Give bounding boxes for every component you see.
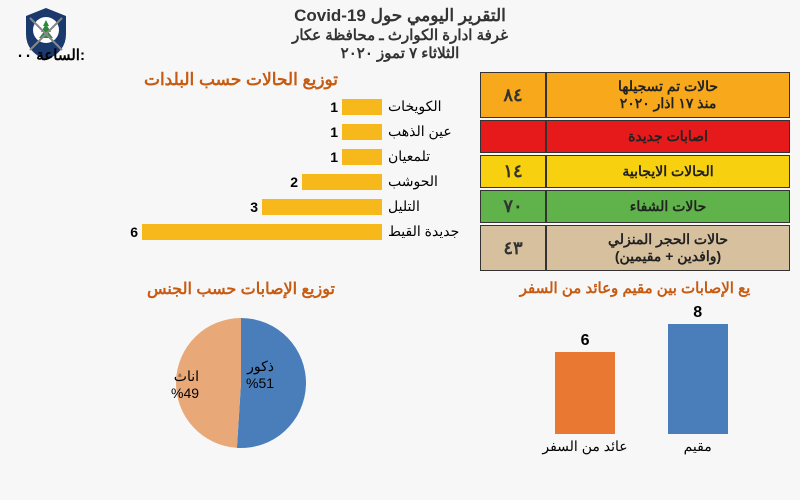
time-label: الساعة ٠٠: xyxy=(16,46,85,64)
pie-label: ذكور%51 xyxy=(246,358,274,391)
bar-row: الحوشب 2 xyxy=(10,169,472,194)
gender-pie-chart: ذكور%51 اناث%49 xyxy=(151,303,331,463)
bar xyxy=(342,99,382,115)
column-item: 6 عائد من السفر xyxy=(542,332,627,456)
bar-row: تلمعيان 1 xyxy=(10,144,472,169)
column-label: عائد من السفر xyxy=(542,438,627,455)
bar-value: 6 xyxy=(130,224,138,240)
pie-chart-title: توزيع الإصابات حسب الجنس xyxy=(10,279,472,299)
stat-value: ٠ xyxy=(480,120,546,153)
stats-table: حالات تم تسجيلها منذ ١٧ اذار ٢٠٢٠٨٤اصابا… xyxy=(480,70,790,273)
bar-value: 1 xyxy=(330,99,338,115)
pie-label: اناث%49 xyxy=(171,368,199,401)
stats-row: اصابات جديدة٠ xyxy=(480,120,790,153)
stats-row: حالات الحجر المنزلي (وافدين + مقيمين)٤٣ xyxy=(480,225,790,271)
stat-value: ٨٤ xyxy=(480,72,546,118)
stat-label: حالات تم تسجيلها منذ ١٧ اذار ٢٠٢٠ xyxy=(546,72,790,118)
bar xyxy=(142,224,382,240)
bar-row: الكويخات 1 xyxy=(10,94,472,119)
bar-value: 3 xyxy=(250,199,258,215)
bar-row: عين الذهب 1 xyxy=(10,119,472,144)
stat-label: اصابات جديدة xyxy=(546,120,790,153)
stat-value: ٤٣ xyxy=(480,225,546,271)
bar-label: عين الذهب xyxy=(382,123,472,140)
stats-row: حالات تم تسجيلها منذ ١٧ اذار ٢٠٢٠٨٤ xyxy=(480,72,790,118)
title-line2: غرفة ادارة الكوارث ـ محافظة عكار xyxy=(10,26,790,44)
stat-label: حالات الشفاء xyxy=(546,190,790,223)
bar-row: جديدة القيط 6 xyxy=(10,219,472,244)
stat-label: الحالات الايجابية xyxy=(546,155,790,188)
bar-value: 2 xyxy=(290,174,298,190)
bar xyxy=(342,124,382,140)
column-value: 6 xyxy=(581,332,590,350)
bar xyxy=(302,174,382,190)
column-item: 8 مقيم xyxy=(668,304,728,455)
column-bar xyxy=(668,324,728,434)
stats-row: الحالات الايجابية١٤ xyxy=(480,155,790,188)
bar-value: 1 xyxy=(330,149,338,165)
bar-label: جديدة القيط xyxy=(382,223,472,240)
column-label: مقيم xyxy=(684,438,712,455)
stat-label: حالات الحجر المنزلي (وافدين + مقيمين) xyxy=(546,225,790,271)
bar-row: التليل 3 xyxy=(10,194,472,219)
bar-label: الكويخات xyxy=(382,98,472,115)
report-header: التقرير اليومي حول Covid-19 غرفة ادارة ا… xyxy=(10,6,790,62)
column-value: 8 xyxy=(693,304,702,322)
bar xyxy=(262,199,382,215)
stat-value: ١٤ xyxy=(480,155,546,188)
stat-value: ٧٠ xyxy=(480,190,546,223)
bar xyxy=(342,149,382,165)
bar-label: التليل xyxy=(382,198,472,215)
stats-row: حالات الشفاء٧٠ xyxy=(480,190,790,223)
resident-travel-chart: 8 مقيم 6 عائد من السفر xyxy=(480,305,790,455)
column-bar xyxy=(555,352,615,435)
bar-label: الحوشب xyxy=(382,173,472,190)
bar-label: تلمعيان xyxy=(382,148,472,165)
column-chart-title: يع الإصابات بين مقيم وعائد من السفر xyxy=(480,279,790,297)
town-bar-chart: الكويخات 1 عين الذهب 1 تلمعيان 1 الحوشب 2 التليل… xyxy=(10,94,472,249)
bar-chart-title: توزيع الحالات حسب البلدات xyxy=(10,70,472,90)
bar-value: 1 xyxy=(330,124,338,140)
title-line1: التقرير اليومي حول Covid-19 xyxy=(10,6,790,26)
title-line3: الثلاثاء ٧ تموز ٢٠٢٠ xyxy=(10,44,790,62)
